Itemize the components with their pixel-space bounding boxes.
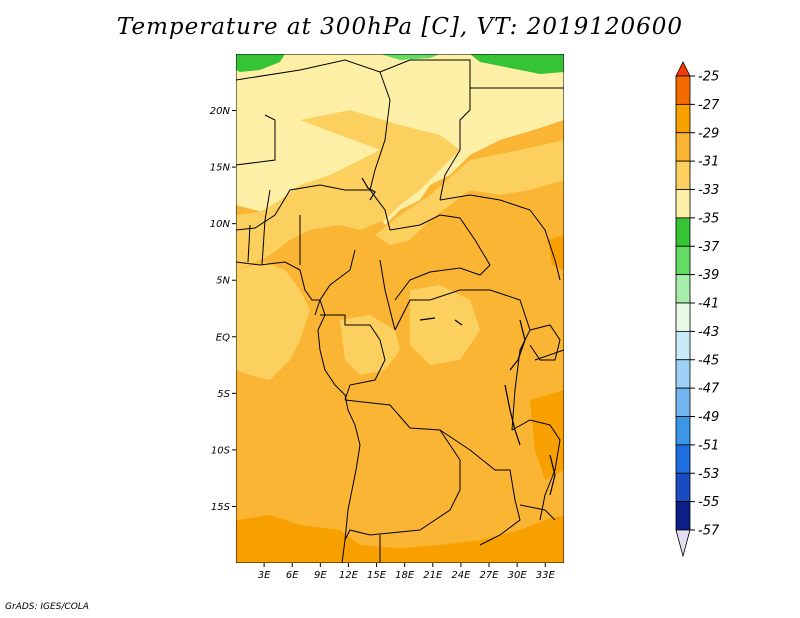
lat-tick-label: 5N bbox=[216, 276, 230, 287]
colorbar-segment bbox=[675, 302, 691, 332]
colorbar-segment bbox=[675, 444, 691, 474]
colorbar-segment bbox=[675, 103, 691, 134]
field-orange-east bbox=[530, 390, 564, 480]
map-title: Temperature at 300hPa [C], VT: 201912060… bbox=[116, 14, 684, 40]
lon-tick-label: 21E bbox=[423, 570, 443, 581]
colorbar-label: -33 bbox=[698, 183, 719, 198]
lat-tick-label: 10S bbox=[211, 445, 231, 456]
colorbar-label: -49 bbox=[698, 410, 719, 425]
lat-tick-label: 10N bbox=[210, 219, 231, 230]
colorbar-label: -29 bbox=[698, 126, 719, 141]
lon-tick-label: 33E bbox=[536, 570, 556, 581]
map-plot-area bbox=[236, 54, 564, 563]
lon-tick-label: 27E bbox=[480, 570, 500, 581]
field-light-yellow-sahel bbox=[375, 140, 564, 245]
colorbar-label: -47 bbox=[698, 382, 720, 397]
lon-tick-label: 9E bbox=[314, 570, 327, 581]
colorbar-segment bbox=[675, 217, 691, 247]
lon-tick-label: 30E bbox=[508, 570, 528, 581]
lon-tick-label: 12E bbox=[339, 570, 359, 581]
colorbar-segment bbox=[675, 501, 691, 531]
colorbar-label: -37 bbox=[698, 240, 720, 255]
colorbar: -25 -27 -29 -31 -33 -35 -37 -39 -41 -43 -45 -47 -49 -… bbox=[675, 61, 720, 558]
colorbar-label: -51 bbox=[698, 438, 719, 453]
colorbar-bottom-triangle bbox=[675, 529, 691, 558]
lon-tick-label: 3E bbox=[258, 570, 271, 581]
credit-label: GrADS: IGES/COLA bbox=[5, 602, 89, 612]
lon-tick-label: 18E bbox=[395, 570, 415, 581]
colorbar-label: -57 bbox=[698, 524, 720, 539]
lat-tick-label: 5S bbox=[217, 389, 230, 400]
colorbar-segment bbox=[675, 274, 691, 304]
lakes bbox=[361, 177, 556, 496]
colorbar-label: -41 bbox=[698, 297, 719, 312]
longitude-axis: 3E 6E 9E 12E 15E 18E 21E 24E 27E 30E 33E bbox=[258, 563, 556, 581]
field-green-northwest bbox=[236, 54, 285, 72]
colorbar-top-triangle bbox=[675, 61, 691, 77]
field-orange-south bbox=[236, 515, 564, 563]
colorbar-label: -53 bbox=[698, 467, 719, 482]
lat-tick-label: EQ bbox=[216, 332, 230, 343]
colorbar-segment bbox=[675, 245, 691, 276]
lon-tick-label: 24E bbox=[451, 570, 471, 581]
field-orange-spot bbox=[548, 235, 564, 270]
colorbar-label: -25 bbox=[698, 70, 719, 85]
colorbar-segment bbox=[675, 160, 691, 190]
colorbar-label: -39 bbox=[698, 268, 719, 283]
colorbar-label: -35 bbox=[698, 211, 719, 226]
colorbar-label: -31 bbox=[698, 155, 719, 170]
colorbar-segment bbox=[675, 189, 691, 219]
colorbar-label: -43 bbox=[698, 325, 719, 340]
field-green-northeast bbox=[470, 54, 564, 74]
lat-tick-label: 15S bbox=[211, 502, 231, 513]
colorbar-segment bbox=[675, 75, 691, 105]
colorbar-segment bbox=[675, 359, 691, 389]
colorbar-label: -45 bbox=[698, 353, 719, 368]
latitude-axis: 20N 15N 10N 5N EQ 5S 10S 15S bbox=[210, 106, 236, 513]
colorbar-segment bbox=[675, 472, 691, 503]
field-light-yellow-east bbox=[410, 285, 480, 365]
lon-tick-label: 6E bbox=[286, 570, 299, 581]
lat-tick-label: 20N bbox=[210, 106, 231, 117]
lon-tick-label: 15E bbox=[367, 570, 387, 581]
colorbar-segment bbox=[675, 416, 691, 446]
country-borders bbox=[236, 59, 564, 563]
colorbar-segment bbox=[675, 330, 691, 361]
colorbar-label: -27 bbox=[698, 98, 720, 113]
colorbar-label: -55 bbox=[698, 495, 719, 510]
colorbar-segment bbox=[675, 132, 691, 162]
field-light-yellow-west bbox=[236, 262, 310, 380]
colorbar-segment bbox=[675, 387, 691, 417]
field-light-green-north bbox=[380, 54, 440, 60]
lat-tick-label: 15N bbox=[210, 163, 231, 174]
coastline bbox=[236, 261, 361, 563]
